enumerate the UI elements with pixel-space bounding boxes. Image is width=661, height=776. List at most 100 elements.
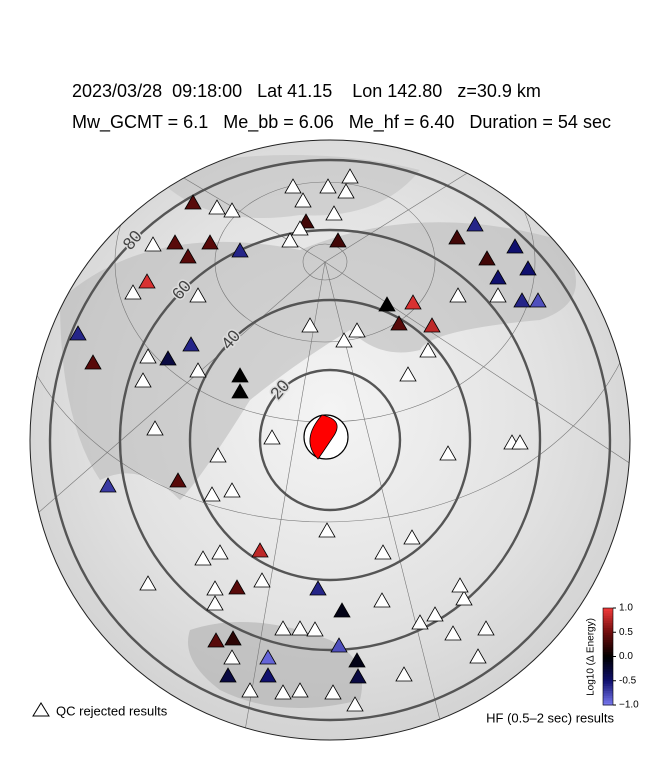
station xyxy=(259,649,277,665)
colorbar-cell xyxy=(603,637,613,641)
qc-rejected-station xyxy=(346,696,364,712)
colorbar-cell xyxy=(603,702,613,706)
station xyxy=(69,325,87,341)
legend-label: QC rejected results xyxy=(56,703,168,718)
qc-rejected-station xyxy=(426,606,444,622)
station xyxy=(201,234,219,250)
qc-rejected-station xyxy=(124,284,142,300)
colorbar-cell xyxy=(603,612,613,616)
colorbar-tick-label: 0.0 xyxy=(619,651,633,662)
station xyxy=(259,667,277,683)
qc-rejected-station xyxy=(449,287,467,303)
station xyxy=(329,232,347,248)
colorbar-cell xyxy=(603,683,613,687)
station xyxy=(348,652,366,668)
station xyxy=(330,637,348,653)
colorbar-cell xyxy=(603,685,613,689)
legend-symbol xyxy=(32,702,50,717)
colorbar-tick-label: -0.5 xyxy=(619,675,637,686)
station xyxy=(529,292,547,308)
qc-rejected-station xyxy=(211,544,229,560)
qc-rejected-station xyxy=(395,666,413,682)
station xyxy=(138,273,156,289)
station xyxy=(466,216,484,232)
colorbar-cell xyxy=(603,692,613,696)
station xyxy=(228,579,246,595)
qc-rejected-station xyxy=(451,577,469,593)
station xyxy=(448,229,466,245)
station xyxy=(84,354,102,370)
legend-label: HF (0.5–2 sec) results xyxy=(486,710,614,725)
colorbar-cell xyxy=(603,610,613,614)
qc-rejected-station xyxy=(399,366,417,382)
qc-rejected-station xyxy=(284,178,302,194)
colorbar-label: Log10 (Δ Energy) xyxy=(586,618,597,696)
qc-rejected-station xyxy=(291,682,309,698)
colorbar-cell xyxy=(603,624,613,628)
colorbar-cell xyxy=(603,661,613,665)
colorbar-cell xyxy=(603,629,613,633)
colorbar-cell xyxy=(603,675,613,679)
colorbar-cell xyxy=(603,673,613,677)
station xyxy=(184,194,202,210)
qc-rejected-station xyxy=(419,342,437,358)
colorbar-cell xyxy=(603,644,613,648)
colorbar-tick-label: 0.5 xyxy=(619,627,633,638)
colorbar-cell xyxy=(603,700,613,704)
qc-rejected-station xyxy=(209,447,227,463)
title: 2023/03/28 09:18:00 Lat 41.15 Lon 142.80… xyxy=(72,81,541,101)
colorbar-cell xyxy=(603,615,613,619)
colorbar-cell xyxy=(603,641,613,645)
station xyxy=(349,668,367,684)
qc-rejected-station xyxy=(139,575,157,591)
qc-rejected-station xyxy=(374,544,392,560)
station xyxy=(231,242,249,258)
station xyxy=(423,317,441,333)
qc-rejected-station xyxy=(403,529,421,545)
station xyxy=(159,350,177,366)
station xyxy=(519,260,537,276)
qc-rejected-station xyxy=(134,372,152,388)
qc-rejected-station xyxy=(291,220,309,236)
colorbar-cell xyxy=(603,688,613,691)
qc-rejected-station xyxy=(253,572,271,588)
qc-rejected-station xyxy=(223,482,241,498)
colorbar-cell xyxy=(603,680,613,684)
qc-rejected-station xyxy=(469,648,487,664)
qc-rejected-station xyxy=(223,649,241,665)
qc-rejected-station xyxy=(373,592,391,608)
colorbar-cell xyxy=(603,668,613,672)
distance-ring xyxy=(48,158,612,722)
distance-ring xyxy=(118,228,542,652)
station xyxy=(404,294,422,310)
qc-rejected-station xyxy=(444,625,462,641)
station xyxy=(224,630,242,646)
qc-rejected-station xyxy=(325,205,343,221)
colorbar-cell xyxy=(603,663,613,667)
qc-rejected-station xyxy=(263,429,281,445)
qc-rejected-station xyxy=(301,317,319,333)
qc-rejected-station xyxy=(189,287,207,303)
distance-ring xyxy=(188,298,472,582)
colorbar-cell xyxy=(603,620,613,624)
colorbar-cell xyxy=(603,671,613,674)
station xyxy=(506,238,524,254)
colorbar-cell xyxy=(603,695,613,699)
colorbar-cell xyxy=(603,627,613,631)
qc-rejected-station xyxy=(335,332,353,348)
qc-rejected-station xyxy=(337,183,355,199)
colorbar-cell xyxy=(603,690,613,694)
qc-rejected-station xyxy=(306,621,324,637)
qc-rejected-station xyxy=(411,614,429,630)
station xyxy=(231,383,249,399)
colorbar-cell xyxy=(603,639,613,643)
subtitle: Mw_GCMT = 6.1 Me_bb = 6.06 Me_hf = 6.40 … xyxy=(72,112,611,133)
colorbar-cell xyxy=(603,651,613,655)
colorbar-cell xyxy=(603,697,613,701)
station xyxy=(231,367,249,383)
qc-rejected-station xyxy=(439,445,457,461)
station xyxy=(251,542,269,558)
colorbar-cell xyxy=(603,658,613,662)
colorbar-cell xyxy=(603,656,613,660)
colorbar-cell xyxy=(603,678,613,682)
